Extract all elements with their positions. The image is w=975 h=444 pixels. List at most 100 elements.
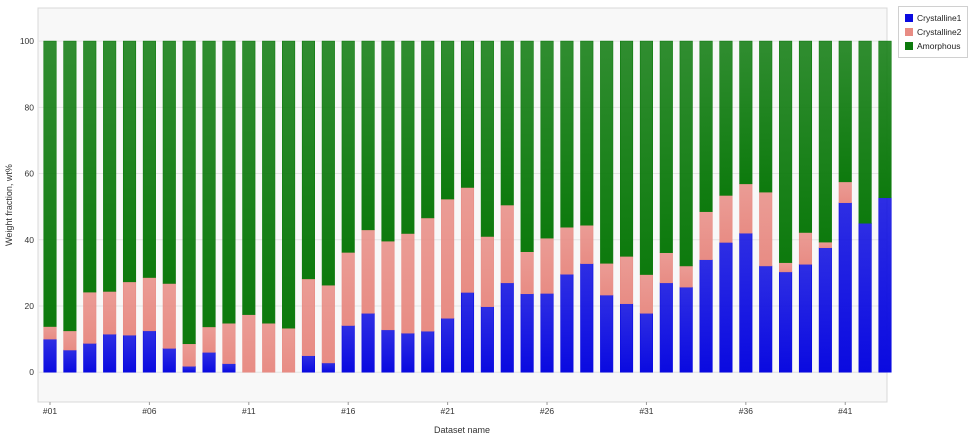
bar-amorphous-26 xyxy=(541,41,554,238)
bar-amorphous-19 xyxy=(402,41,415,233)
bar-amorphous-11 xyxy=(243,41,256,314)
bar-amorphous-16 xyxy=(342,41,355,252)
bar-amorphous-21 xyxy=(441,41,454,199)
bar-crystalline1-18 xyxy=(382,330,395,372)
x-tick-label: #01 xyxy=(43,406,57,416)
x-tick-label: #21 xyxy=(441,406,455,416)
bar-crystalline2-03 xyxy=(84,292,97,343)
bar-crystalline2-04 xyxy=(103,291,116,334)
bar-crystalline2-11 xyxy=(243,315,256,373)
legend-swatch-crystalline1 xyxy=(905,14,913,22)
bar-amorphous-37 xyxy=(759,41,772,192)
bar-amorphous-05 xyxy=(123,41,135,282)
bar-crystalline1-30 xyxy=(620,304,633,373)
legend-item-crystalline1: Crystalline1 xyxy=(905,11,963,25)
y-axis: 020406080100 xyxy=(20,36,34,377)
bar-crystalline2-36 xyxy=(740,184,753,233)
legend-item-crystalline2: Crystalline2 xyxy=(905,25,963,39)
x-tick-label: #36 xyxy=(739,406,753,416)
bar-crystalline1-24 xyxy=(501,283,514,372)
bar-amorphous-07 xyxy=(163,41,176,283)
bar-crystalline2-18 xyxy=(382,241,395,330)
bar-amorphous-39 xyxy=(799,41,812,232)
bar-amorphous-28 xyxy=(581,41,594,225)
bar-amorphous-35 xyxy=(720,41,733,195)
bar-crystalline1-26 xyxy=(541,293,554,372)
bar-crystalline1-08 xyxy=(183,366,196,372)
bar-crystalline1-38 xyxy=(779,272,792,372)
bar-amorphous-43 xyxy=(879,41,892,198)
bar-amorphous-22 xyxy=(461,41,474,187)
bar-crystalline1-23 xyxy=(481,307,494,373)
bar-crystalline2-15 xyxy=(322,285,335,363)
bar-amorphous-33 xyxy=(680,41,693,266)
bar-amorphous-40 xyxy=(819,41,832,242)
bar-amorphous-38 xyxy=(779,41,792,263)
y-tick-label: 60 xyxy=(25,169,35,179)
bar-amorphous-30 xyxy=(620,41,633,256)
bar-amorphous-29 xyxy=(600,41,613,263)
bar-crystalline1-09 xyxy=(203,352,216,372)
bar-crystalline2-08 xyxy=(183,344,196,367)
bar-crystalline2-09 xyxy=(203,327,216,352)
bar-amorphous-23 xyxy=(481,41,494,236)
bar-crystalline2-17 xyxy=(362,230,375,313)
bar-crystalline2-30 xyxy=(620,256,633,303)
bar-crystalline1-32 xyxy=(660,283,673,372)
bar-crystalline1-17 xyxy=(362,313,375,372)
legend-label-crystalline1: Crystalline1 xyxy=(917,13,961,23)
bar-crystalline2-12 xyxy=(262,323,275,372)
legend: Crystalline1 Crystalline2 Amorphous xyxy=(898,6,968,58)
bar-amorphous-24 xyxy=(501,41,514,205)
bar-amorphous-14 xyxy=(302,41,315,279)
bar-crystalline1-29 xyxy=(600,295,613,372)
bar-crystalline1-03 xyxy=(84,343,97,372)
y-tick-label: 40 xyxy=(25,235,35,245)
bar-crystalline2-41 xyxy=(839,182,852,203)
bar-crystalline1-02 xyxy=(64,350,77,372)
bar-crystalline1-35 xyxy=(720,242,733,372)
y-tick-label: 20 xyxy=(25,301,35,311)
x-tick-label: #11 xyxy=(242,406,256,416)
x-axis: #01#06#11#16#21#26#31#36#41 xyxy=(43,402,853,416)
bar-crystalline2-37 xyxy=(759,192,772,266)
bar-crystalline2-28 xyxy=(581,225,594,263)
bar-crystalline2-34 xyxy=(700,212,713,260)
x-tick-label: #16 xyxy=(341,406,355,416)
bar-crystalline2-31 xyxy=(640,275,653,314)
bar-amorphous-25 xyxy=(521,41,534,252)
bar-amorphous-13 xyxy=(282,41,295,328)
legend-label-crystalline2: Crystalline2 xyxy=(917,27,961,37)
bar-crystalline2-20 xyxy=(421,218,434,331)
bar-crystalline2-13 xyxy=(282,328,295,372)
bar-crystalline2-22 xyxy=(461,187,474,292)
bar-crystalline2-06 xyxy=(143,278,156,331)
x-tick-label: #26 xyxy=(540,406,554,416)
bar-crystalline1-05 xyxy=(123,335,135,372)
x-axis-title: Dataset name xyxy=(434,425,490,435)
bar-crystalline2-16 xyxy=(342,252,355,325)
bar-amorphous-31 xyxy=(640,41,653,274)
bar-crystalline1-34 xyxy=(700,260,713,373)
bar-crystalline2-26 xyxy=(541,238,554,293)
bar-crystalline2-05 xyxy=(123,282,135,335)
bar-crystalline1-36 xyxy=(740,233,753,372)
bar-amorphous-32 xyxy=(660,41,673,253)
bar-crystalline1-07 xyxy=(163,348,176,372)
bar-crystalline1-21 xyxy=(441,318,454,372)
bar-amorphous-34 xyxy=(700,41,713,212)
bar-crystalline2-39 xyxy=(799,232,812,264)
bar-crystalline2-07 xyxy=(163,283,176,348)
bar-crystalline2-14 xyxy=(302,279,315,356)
bar-crystalline1-20 xyxy=(421,331,434,372)
bar-crystalline2-19 xyxy=(402,233,415,333)
bar-crystalline2-35 xyxy=(720,195,733,242)
bar-crystalline2-27 xyxy=(561,227,574,274)
bar-crystalline1-28 xyxy=(581,264,594,373)
bar-amorphous-03 xyxy=(84,41,97,292)
bar-amorphous-10 xyxy=(223,41,236,323)
x-tick-label: #06 xyxy=(142,406,156,416)
bar-crystalline2-33 xyxy=(680,266,693,287)
bar-crystalline1-19 xyxy=(402,333,415,372)
legend-swatch-amorphous xyxy=(905,42,913,50)
